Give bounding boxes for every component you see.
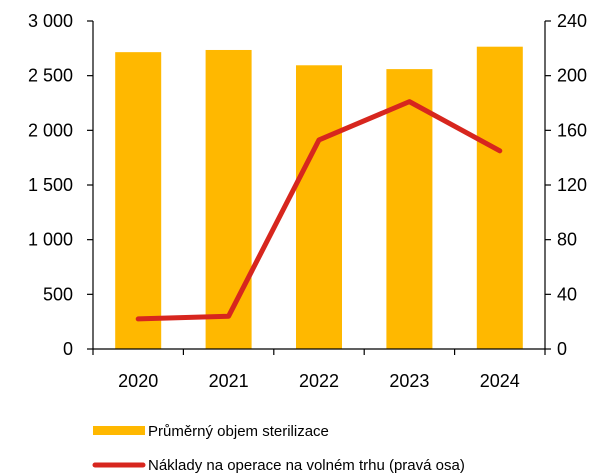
right-tick-label: 120 (557, 175, 587, 195)
right-tick-label: 40 (557, 284, 577, 304)
right-tick-label: 80 (557, 230, 577, 250)
x-axis-ticks: 2020 2021 2022 2023 2024 (92, 349, 546, 391)
x-tick-label: 2024 (480, 371, 520, 391)
x-tick-label: 2023 (389, 371, 429, 391)
x-tick-label: 2021 (209, 371, 249, 391)
right-tick-label: 160 (557, 120, 587, 140)
left-axis-ticks: 0 500 1 000 1 500 2 000 2 500 3 000 (28, 11, 93, 359)
left-tick-label: 0 (63, 339, 73, 359)
left-tick-label: 2 000 (28, 120, 73, 140)
right-tick-label: 240 (557, 11, 587, 31)
bar-2020 (115, 52, 162, 349)
x-tick-label: 2022 (299, 371, 339, 391)
line-series (135, 99, 503, 322)
bar-group (115, 46, 523, 350)
left-tick-label: 1 500 (28, 175, 73, 195)
legend-swatch-bar (93, 426, 145, 435)
left-tick-label: 3 000 (28, 11, 73, 31)
legend: Průměrný objem sterilizace Náklady na op… (92, 423, 465, 474)
bar-2021 (205, 49, 252, 350)
right-axis-ticks: 0 40 80 120 160 200 240 (545, 11, 587, 359)
bar-2022 (296, 65, 342, 349)
legend-label-line: Náklady na operace na volném trhu (pravá… (148, 457, 465, 474)
right-tick-label: 0 (557, 339, 567, 359)
left-tick-label: 500 (43, 284, 73, 304)
x-tick-label: 2020 (118, 371, 158, 391)
left-tick-label: 1 000 (28, 230, 73, 250)
left-tick-label: 2 500 (28, 66, 73, 86)
bar-2024 (476, 46, 523, 350)
bar-2023 (386, 69, 433, 350)
right-tick-label: 200 (557, 66, 587, 86)
legend-label-bar: Průměrný objem sterilizace (148, 423, 329, 440)
